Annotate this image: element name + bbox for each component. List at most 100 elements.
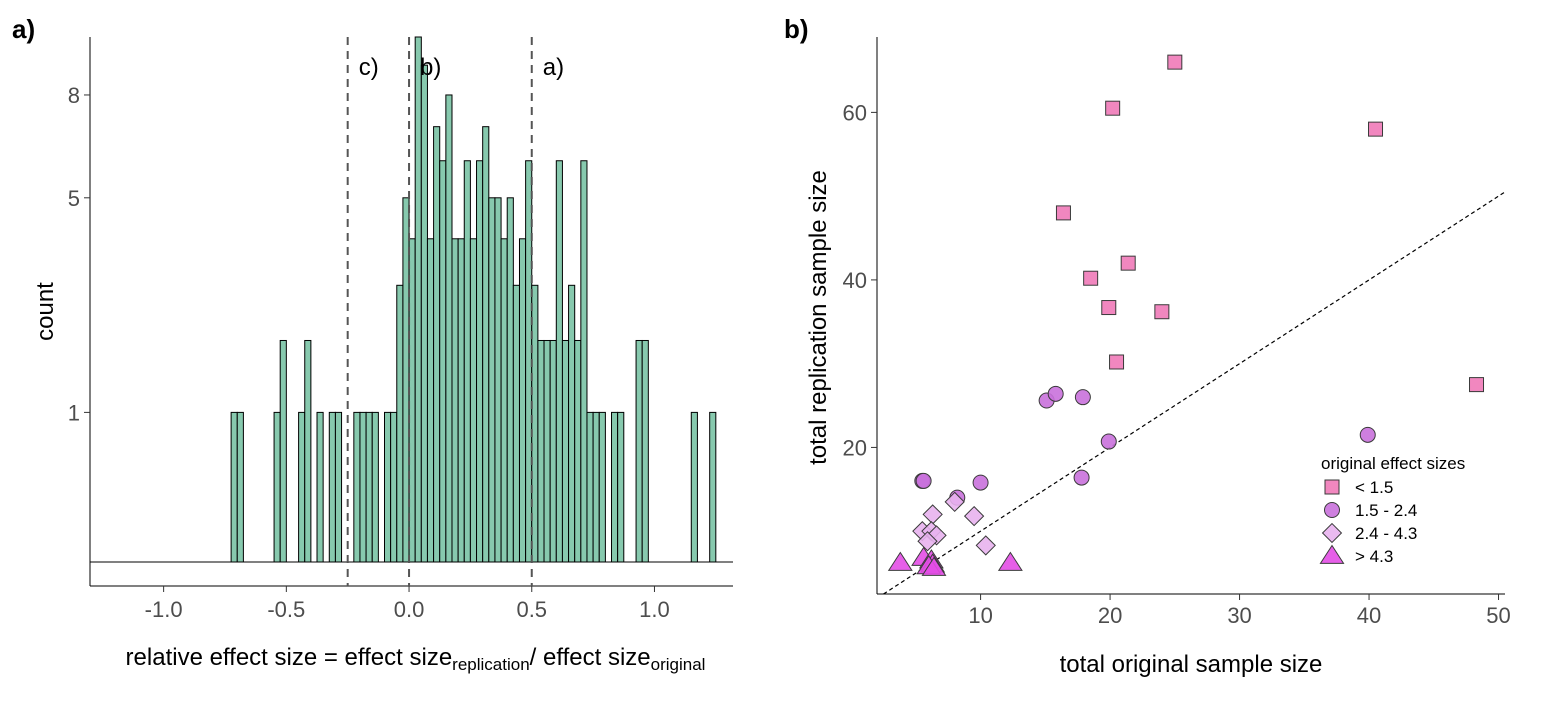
legend-title: original effect sizes: [1321, 454, 1465, 473]
panel-a-label: a): [12, 14, 35, 44]
histogram-bar: [359, 411, 367, 563]
scatter-point-square: [1055, 205, 1071, 221]
histogram-bar: [555, 160, 563, 563]
x-tick-label: -0.5: [267, 597, 305, 622]
histogram-bar: [273, 411, 281, 563]
x-axis-title: total original sample size: [1060, 651, 1323, 678]
histogram-bar: [328, 411, 336, 563]
y-tick-label: 1: [68, 400, 80, 425]
histogram-bar: [518, 238, 527, 563]
legend-key-circle: [1324, 502, 1340, 518]
histogram-bar: [236, 411, 244, 563]
scatter-point-circle: [1100, 433, 1117, 450]
histogram-bar: [469, 238, 478, 563]
panel-b-label: b): [784, 14, 809, 44]
legend-key-square: [1324, 479, 1340, 495]
scatter-point-square: [1101, 300, 1117, 316]
scatter-point-circle: [915, 472, 932, 489]
scatter-point-square: [1120, 255, 1136, 271]
x-tick-label: 30: [1227, 603, 1251, 628]
x-axis-title-subscript: replication: [452, 655, 530, 674]
histogram-bar: [230, 411, 238, 563]
scatter-point-diamond: [944, 491, 965, 513]
scatter-point-square: [1167, 54, 1183, 70]
histogram-bar: [598, 411, 606, 563]
histogram-bar: [384, 411, 392, 563]
histogram-bar: [617, 411, 625, 563]
scatter-point-triangle: [921, 556, 947, 576]
vline-annotation: b): [420, 54, 441, 81]
scatter-point-square: [1154, 304, 1170, 320]
scatter-point-square: [1105, 100, 1121, 116]
x-axis-title: relative effect size = effect sizereplic…: [126, 644, 706, 674]
vline-annotation: a): [543, 54, 564, 81]
y-tick-label: 60: [843, 100, 867, 125]
scatter-point-circle: [1047, 385, 1064, 402]
histogram-bar: [586, 411, 594, 563]
scatter-point-circle: [1359, 426, 1376, 443]
histogram-bar: [568, 284, 576, 563]
scatter-point-square: [1083, 270, 1099, 286]
x-tick-label: 10: [968, 603, 992, 628]
histogram-bar: [414, 36, 422, 563]
x-tick-label: 40: [1357, 603, 1381, 628]
histogram-bar: [390, 411, 398, 563]
histogram-bar: [420, 64, 428, 563]
x-tick-label: 0.5: [516, 597, 547, 622]
scatter-point-square: [1469, 377, 1485, 393]
scatter-point-triangle: [997, 551, 1023, 571]
histogram-bar: [457, 238, 465, 563]
legend-label: 1.5 - 2.4: [1355, 501, 1417, 520]
histogram-bar: [279, 339, 287, 563]
histogram-bar: [488, 197, 496, 563]
histogram-bar: [709, 411, 717, 563]
histogram-panel: c) b) a) -1.0 -0.5 0.0 0.5 1.0 1 5 8 count relative …: [32, 36, 733, 674]
histogram-bar: [353, 411, 361, 563]
histogram-bar: [304, 339, 312, 563]
histogram-bar: [561, 339, 570, 563]
histogram-bar: [580, 160, 588, 563]
histogram-bar: [451, 238, 459, 563]
scatter-point-circle: [1073, 469, 1090, 486]
histogram-bar: [316, 411, 324, 563]
histogram-bar: [512, 284, 520, 563]
histogram-bar: [445, 94, 453, 563]
histogram-bar: [426, 238, 435, 563]
scatter-point-circle: [972, 474, 989, 491]
scatter-point-diamond: [963, 505, 985, 527]
x-tick-label: -1.0: [145, 597, 183, 622]
x-axis-title-part: / effect size: [530, 644, 651, 671]
y-axis-title: count: [32, 282, 59, 341]
histogram-bar: [482, 126, 490, 563]
histogram-bar: [500, 238, 508, 563]
legend-label: > 4.3: [1355, 547, 1393, 566]
scatter-point-triangle: [887, 551, 913, 571]
histogram-bar: [537, 339, 545, 563]
histogram-bar: [690, 411, 698, 563]
scatter-point-circle: [1074, 389, 1091, 406]
x-tick-label: 0.0: [394, 597, 425, 622]
x-tick-label: 20: [1098, 603, 1122, 628]
histogram-bar: [549, 339, 557, 563]
histogram-bar: [592, 411, 600, 563]
histogram-bar: [433, 126, 441, 563]
histogram-bar: [365, 411, 373, 563]
scatter-panel: 10 20 30 40 50 20 40 60 total original sample si…: [805, 37, 1511, 678]
y-tick-label: 8: [68, 83, 80, 108]
histogram-bar: [543, 339, 551, 563]
histogram-bar: [611, 411, 619, 563]
histogram-bar: [463, 160, 471, 563]
histogram-bar: [439, 160, 447, 563]
scatter-point-square: [1368, 121, 1384, 137]
y-axis-title: total replication sample size: [805, 170, 832, 465]
histogram-bar: [574, 339, 582, 563]
identity-reference-line: [883, 191, 1506, 595]
x-axis-title-subscript: original: [651, 655, 706, 674]
legend-key-triangle: [1319, 544, 1345, 564]
histogram-bar: [506, 197, 514, 563]
histogram-bar: [371, 411, 379, 563]
histogram-bar: [494, 197, 502, 563]
histogram-bar: [641, 339, 649, 563]
y-tick-label: 40: [843, 268, 867, 293]
legend-label: 2.4 - 4.3: [1355, 524, 1417, 543]
